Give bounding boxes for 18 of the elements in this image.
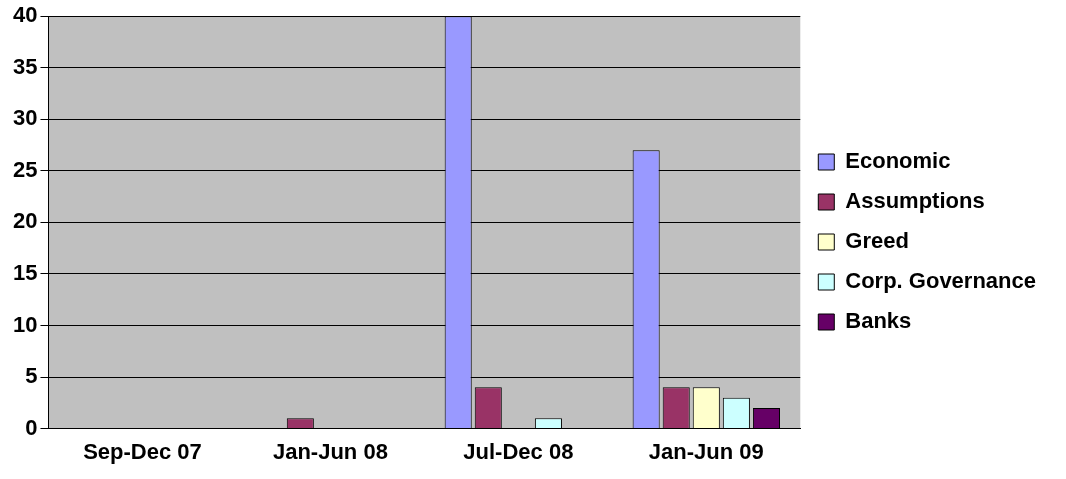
y-tick-label: 15 <box>12 260 38 286</box>
legend-label: Assumptions <box>845 188 985 214</box>
y-tick-label: 10 <box>12 311 38 337</box>
x-tick-label: Sep-Dec 07 <box>83 438 202 464</box>
x-tick-label: Jan-Jun 09 <box>648 438 764 464</box>
x-tick-label: Jan-Jun 08 <box>272 438 388 464</box>
y-tick-label: 20 <box>12 208 38 234</box>
y-tick-label: 5 <box>25 363 38 389</box>
y-tick-label: 40 <box>12 2 38 28</box>
legend-label: Banks <box>845 308 912 334</box>
legend-label: Corp. Governance <box>845 268 1036 294</box>
y-tick-label: 0 <box>25 414 38 440</box>
x-tick-label: Jul-Dec 08 <box>463 438 574 464</box>
legend-label: Economic <box>845 148 951 174</box>
y-tick-label: 30 <box>12 105 38 131</box>
y-tick-label: 25 <box>12 156 38 182</box>
legend-label: Greed <box>845 228 909 254</box>
y-tick-label: 35 <box>12 53 38 79</box>
